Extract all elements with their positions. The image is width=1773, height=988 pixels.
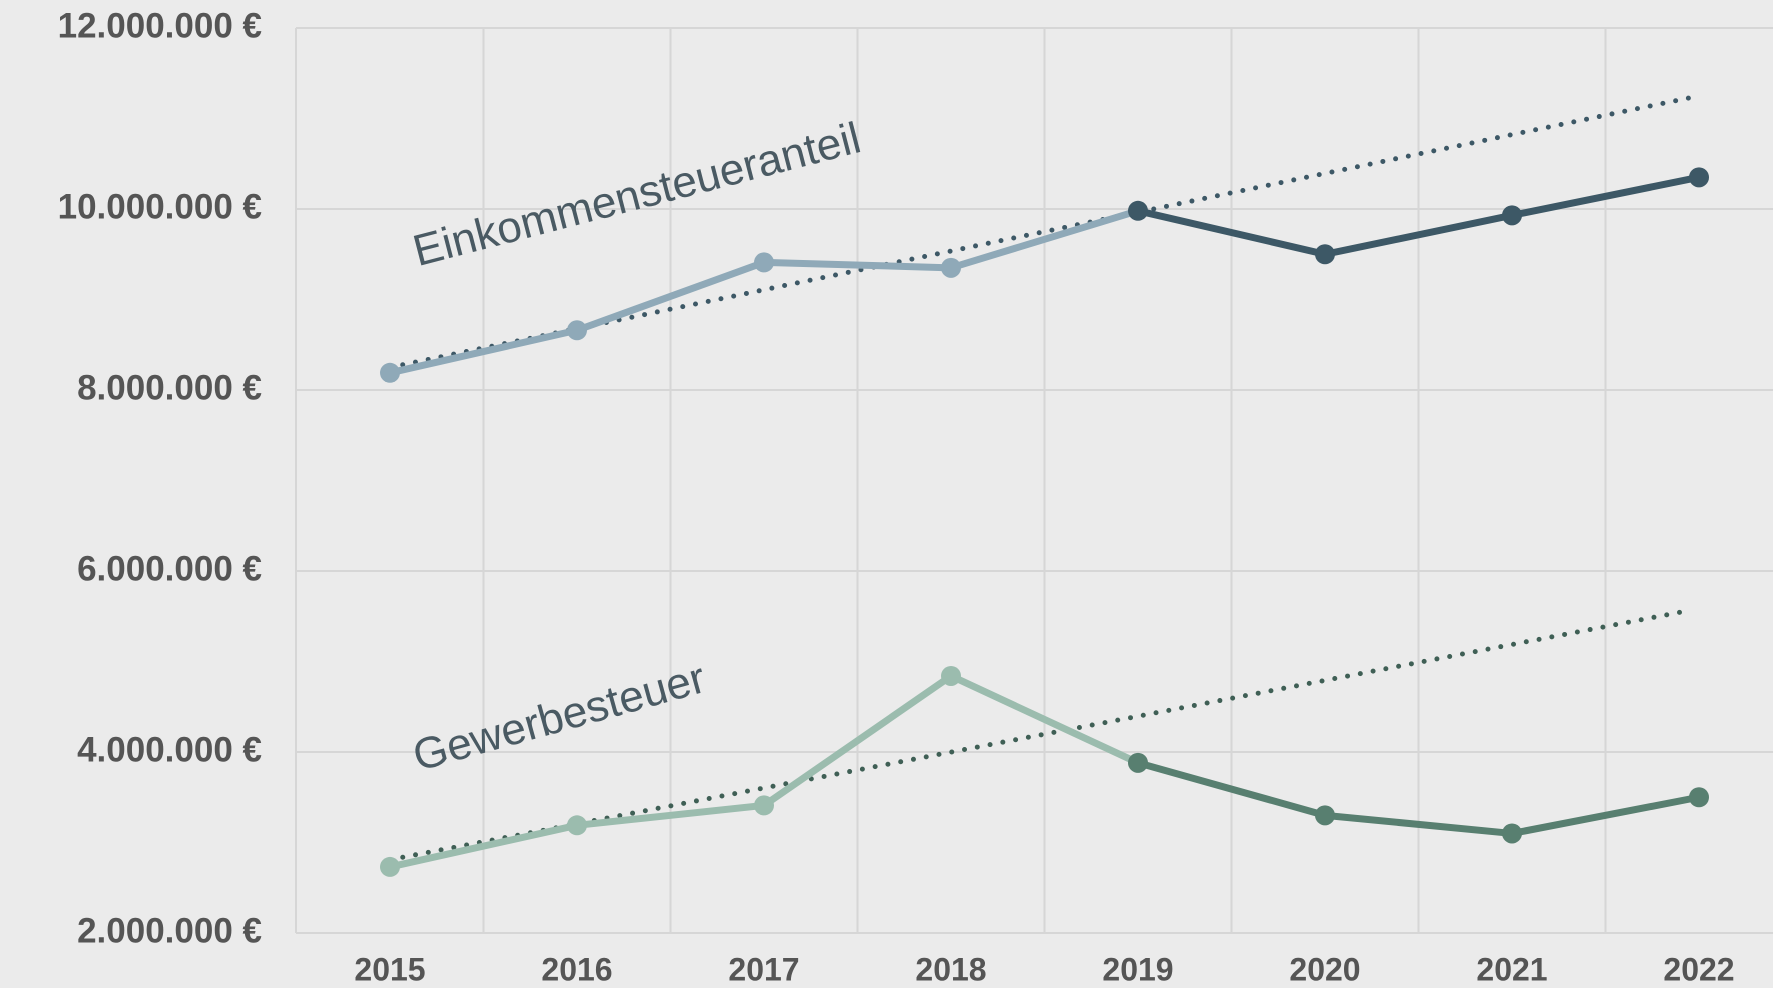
x-tick-label: 2019 <box>1102 951 1173 987</box>
data-point <box>754 252 774 273</box>
x-tick-label: 2021 <box>1476 951 1547 987</box>
y-tick-label: 2.000.000 € <box>77 911 262 950</box>
data-point <box>567 320 587 341</box>
x-tick-label: 2016 <box>541 951 612 987</box>
x-tick-label: 2022 <box>1663 951 1734 987</box>
y-tick-label: 10.000.000 € <box>58 187 262 226</box>
x-tick-label: 2015 <box>354 951 425 987</box>
data-point <box>567 815 587 836</box>
trend-line <box>387 608 1691 863</box>
x-tick-label: 2018 <box>915 951 986 987</box>
data-point <box>1128 200 1148 221</box>
data-point <box>1689 787 1709 808</box>
data-point <box>1315 244 1335 265</box>
data-point <box>1689 167 1709 188</box>
data-point <box>1128 752 1148 773</box>
y-tick-label: 4.000.000 € <box>77 730 262 769</box>
y-tick-label: 6.000.000 € <box>77 549 262 588</box>
series-line-highlight <box>1137 173 1700 258</box>
series-line-highlight <box>1137 759 1700 837</box>
data-point <box>380 362 400 383</box>
x-tick-label: 2017 <box>728 951 799 987</box>
data-point <box>1502 823 1522 844</box>
data-point <box>380 856 400 877</box>
series-line <box>389 672 1140 871</box>
y-tick-label: 12.000.000 € <box>58 6 262 45</box>
data-point <box>1315 805 1335 826</box>
series-annotation: Gewerbesteuer <box>408 653 711 781</box>
series-annotation: Einkommensteueranteil <box>408 113 865 276</box>
y-tick-label: 8.000.000 € <box>77 368 262 407</box>
data-point <box>941 665 961 686</box>
x-tick-label: 2020 <box>1289 951 1360 987</box>
data-point <box>754 795 774 816</box>
data-point <box>1502 205 1522 226</box>
data-point <box>941 257 961 278</box>
